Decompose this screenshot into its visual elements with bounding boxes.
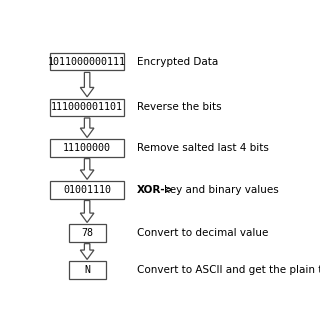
Text: 11100000: 11100000: [63, 143, 111, 153]
Text: 1011000000111: 1011000000111: [48, 57, 126, 67]
Text: Convert to ASCII and get the plain tex: Convert to ASCII and get the plain tex: [137, 265, 320, 275]
Text: Encrypted Data: Encrypted Data: [137, 57, 218, 67]
Bar: [50, 53, 124, 70]
Polygon shape: [80, 159, 94, 179]
Polygon shape: [80, 244, 94, 260]
Text: 01001110: 01001110: [63, 185, 111, 195]
Polygon shape: [80, 72, 94, 97]
Bar: [68, 224, 106, 242]
Bar: [50, 99, 124, 116]
Bar: [68, 261, 106, 279]
Polygon shape: [80, 201, 94, 222]
Text: key and binary values: key and binary values: [164, 185, 279, 195]
Text: Convert to decimal value: Convert to decimal value: [137, 228, 268, 238]
Bar: [50, 140, 124, 157]
Text: Remove salted last 4 bits: Remove salted last 4 bits: [137, 143, 268, 153]
Text: 111000001101: 111000001101: [51, 102, 123, 112]
Text: Reverse the bits: Reverse the bits: [137, 102, 221, 112]
Polygon shape: [80, 118, 94, 138]
Text: N: N: [84, 265, 90, 275]
Text: XOR->: XOR->: [137, 185, 174, 195]
Text: 78: 78: [81, 228, 93, 238]
Bar: [50, 181, 124, 198]
